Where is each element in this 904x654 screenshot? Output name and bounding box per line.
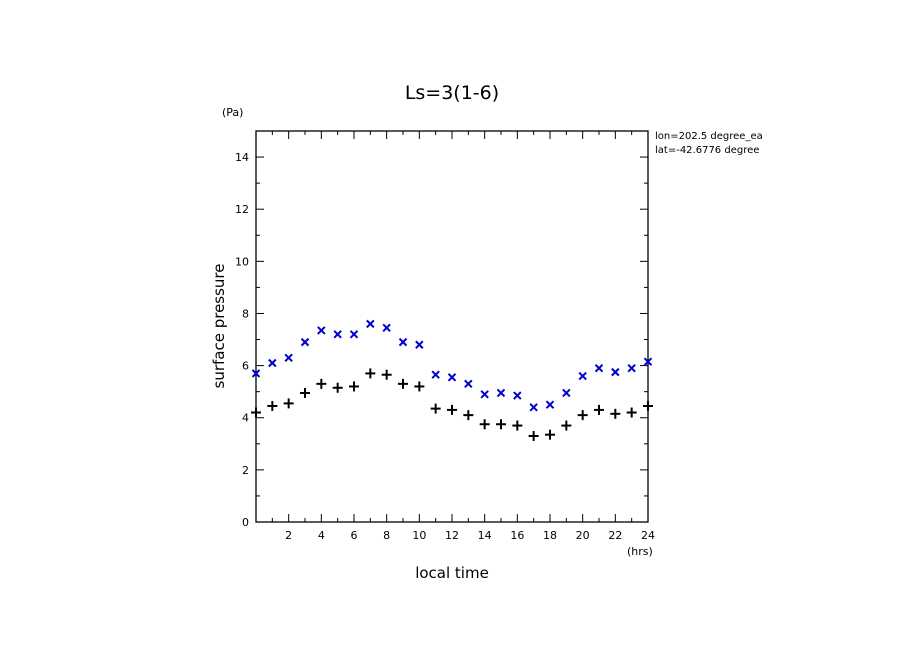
y-axis-label: surface pressure bbox=[210, 264, 228, 389]
data-point-x-marker bbox=[627, 363, 636, 373]
plot-frame bbox=[255, 130, 649, 523]
data-point-x-marker bbox=[643, 357, 653, 366]
data-point-plus-marker bbox=[251, 407, 261, 418]
data-point-plus-marker bbox=[528, 430, 539, 441]
data-point-x-marker bbox=[464, 379, 473, 389]
data-point-x-marker bbox=[333, 330, 342, 339]
data-point-plus-marker bbox=[316, 378, 327, 389]
data-point-plus-marker bbox=[594, 404, 604, 415]
data-point-x-marker bbox=[349, 330, 359, 339]
x-tick-label: 4 bbox=[318, 529, 325, 542]
data-point-x-marker bbox=[268, 358, 277, 368]
data-point-x-marker bbox=[545, 400, 555, 409]
data-point-plus-marker bbox=[512, 420, 523, 431]
x-tick-label: 24 bbox=[641, 529, 655, 542]
x-tick-label: 6 bbox=[351, 529, 358, 542]
x-tick-label: 18 bbox=[543, 529, 557, 542]
data-point-plus-marker bbox=[381, 369, 392, 380]
x-unit-label: (hrs) bbox=[627, 545, 653, 558]
data-point-x-marker bbox=[431, 370, 440, 379]
y-tick-label: 4 bbox=[242, 412, 249, 425]
data-point-x-marker bbox=[594, 363, 604, 373]
data-point-x-marker bbox=[300, 337, 310, 347]
y-tick-label: 10 bbox=[235, 255, 249, 268]
x-tick-label: 12 bbox=[445, 529, 459, 542]
data-point-plus-marker bbox=[643, 401, 653, 412]
data-point-plus-marker bbox=[447, 404, 457, 415]
y-tick-label: 8 bbox=[242, 307, 249, 320]
annotation-lat: lat=-42.6776 degree bbox=[655, 145, 759, 156]
data-point-x-marker bbox=[578, 371, 587, 381]
data-point-x-marker bbox=[529, 403, 538, 412]
data-point-plus-marker bbox=[414, 381, 425, 392]
x-tick-label: 22 bbox=[608, 529, 622, 542]
data-point-x-marker bbox=[382, 323, 391, 333]
y-tick-label: 14 bbox=[235, 151, 249, 164]
x-tick-label: 10 bbox=[412, 529, 426, 542]
data-point-x-marker bbox=[496, 388, 506, 398]
data-point-plus-marker bbox=[463, 410, 474, 421]
data-point-x-marker bbox=[251, 369, 261, 378]
data-point-plus-marker bbox=[561, 420, 572, 431]
data-point-x-marker bbox=[366, 319, 375, 329]
x-tick-label: 16 bbox=[510, 529, 524, 542]
data-point-plus-marker bbox=[332, 382, 343, 393]
data-point-x-marker bbox=[562, 388, 571, 398]
data-point-x-marker bbox=[513, 391, 522, 400]
data-point-plus-marker bbox=[365, 368, 376, 379]
data-point-plus-marker bbox=[496, 419, 506, 430]
data-point-plus-marker bbox=[626, 407, 637, 418]
data-point-x-marker bbox=[398, 337, 408, 347]
data-point-x-marker bbox=[480, 390, 489, 399]
data-point-plus-marker bbox=[283, 398, 294, 409]
data-point-x-marker bbox=[415, 340, 424, 349]
data-point-x-marker bbox=[611, 367, 620, 377]
data-point-plus-marker bbox=[267, 401, 278, 412]
y-tick-label: 0 bbox=[242, 516, 249, 529]
annotation-lon: lon=202.5 degree_ea bbox=[655, 131, 763, 142]
x-tick-label: 14 bbox=[478, 529, 492, 542]
data-point-plus-marker bbox=[300, 387, 310, 398]
data-point-plus-marker bbox=[430, 403, 441, 414]
y-tick-label: 6 bbox=[242, 360, 249, 373]
data-point-plus-marker bbox=[479, 419, 490, 430]
data-point-x-marker bbox=[447, 373, 457, 382]
data-point-plus-marker bbox=[610, 408, 621, 419]
data-point-x-marker bbox=[284, 353, 293, 362]
data-point-plus-marker bbox=[349, 381, 359, 392]
x-tick-label: 8 bbox=[383, 529, 390, 542]
y-unit-label: (Pa) bbox=[222, 106, 243, 119]
y-tick-label: 2 bbox=[242, 464, 249, 477]
data-marks bbox=[251, 319, 653, 441]
data-point-plus-marker bbox=[545, 429, 555, 440]
x-tick-label: 2 bbox=[285, 529, 292, 542]
x-tick-label: 20 bbox=[576, 529, 590, 542]
chart-title: Ls=3(1-6) bbox=[405, 82, 499, 104]
data-point-plus-marker bbox=[398, 378, 408, 389]
x-axis-label: local time bbox=[415, 564, 489, 582]
data-point-plus-marker bbox=[577, 410, 588, 421]
y-tick-label: 12 bbox=[235, 203, 249, 216]
data-point-x-marker bbox=[317, 326, 326, 335]
